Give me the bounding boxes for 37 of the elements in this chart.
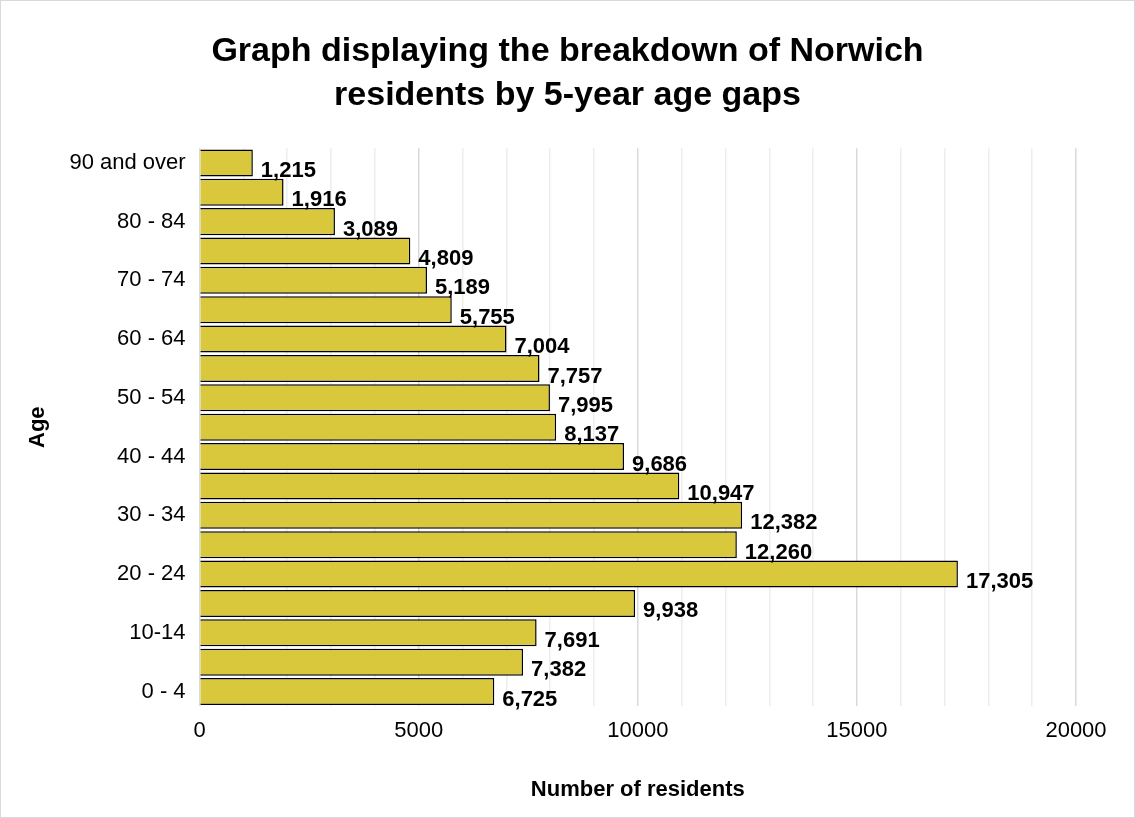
data-label: 1,916 [291, 186, 347, 212]
y-tick-label: 0 - 4 [141, 677, 186, 703]
y-tick-label: 30 - 34 [117, 501, 186, 527]
data-label: 6,725 [502, 685, 558, 711]
x-tick-label: 10000 [607, 717, 669, 743]
data-label: 12,382 [750, 509, 818, 535]
y-tick-label: 10-14 [129, 618, 186, 644]
y-tick-label: 50 - 54 [117, 383, 186, 409]
x-tick-label: 0 [193, 717, 206, 743]
data-label: 7,004 [514, 333, 571, 359]
data-label: 9,938 [643, 597, 699, 623]
y-tick-label: 70 - 74 [117, 266, 186, 292]
y-tick-label: 90 and over [69, 148, 186, 174]
y-tick-label: 60 - 64 [117, 325, 186, 351]
y-axis-title: Age [24, 406, 50, 448]
x-axis-title: Number of residents [530, 775, 745, 801]
data-label: 7,757 [547, 362, 603, 388]
data-label: 12,260 [744, 538, 813, 564]
data-label: 7,382 [531, 656, 587, 682]
x-tick-label: 20000 [1045, 717, 1107, 743]
data-label: 7,691 [544, 626, 600, 652]
data-label: 8,137 [564, 421, 620, 447]
data-label: 5,755 [459, 303, 515, 329]
y-tick-label: 40 - 44 [117, 442, 186, 468]
data-label: 9,686 [632, 450, 688, 476]
data-label: 10,947 [687, 480, 755, 505]
y-tick-label: 20 - 24 [117, 560, 186, 586]
chart-title: Graph displaying the breakdown of Norwich residents by 5-year age gaps [210, 29, 925, 114]
data-label: 3,089 [342, 215, 399, 241]
data-label: 1,215 [260, 156, 316, 182]
x-tick-label: 5000 [394, 717, 444, 743]
y-tick-label: 80 - 84 [117, 207, 186, 233]
data-label: 5,189 [434, 274, 491, 300]
data-label: 4,809 [418, 245, 474, 271]
x-tick-label: 15000 [826, 717, 888, 743]
data-label: 7,995 [557, 391, 613, 417]
data-label: 17,305 [965, 568, 1034, 594]
